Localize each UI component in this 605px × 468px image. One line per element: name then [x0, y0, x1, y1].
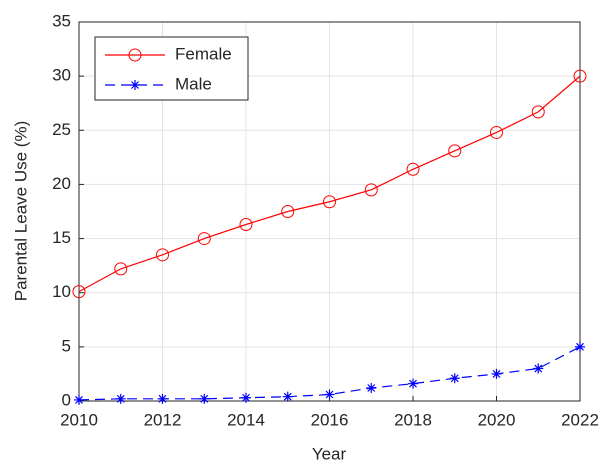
marker	[199, 393, 210, 404]
marker	[115, 393, 126, 404]
marker	[531, 105, 545, 119]
x-tick-label: 2010	[60, 410, 98, 429]
marker	[533, 363, 544, 374]
legend-label: Female	[175, 44, 232, 63]
x-tick-label: 2012	[144, 410, 182, 429]
y-axis-label: Parental Leave Use (%)	[11, 121, 30, 301]
x-axis-label: Year	[312, 444, 347, 463]
marker	[241, 392, 251, 403]
marker	[364, 183, 378, 197]
legend-marker	[130, 80, 140, 90]
y-tick-label: 10	[52, 282, 71, 301]
marker	[324, 389, 335, 400]
marker	[156, 248, 169, 262]
marker	[408, 378, 418, 389]
marker	[239, 217, 253, 231]
legend-marker	[128, 48, 142, 62]
legend-label: Male	[175, 74, 212, 93]
y-tick-label: 30	[52, 66, 71, 85]
marker	[72, 285, 86, 299]
marker	[157, 393, 168, 404]
legend: Female Male	[94, 36, 249, 101]
y-tick-label: 5	[62, 336, 71, 355]
y-tick-label: 0	[62, 390, 71, 409]
marker	[281, 205, 295, 218]
x-tick-label: 2014	[227, 410, 265, 429]
y-tick-label: 35	[52, 11, 71, 30]
marker	[490, 125, 503, 139]
marker	[449, 373, 460, 384]
axes-box	[78, 21, 581, 402]
y-tick-label: 15	[52, 228, 71, 247]
marker	[74, 394, 84, 405]
marker	[575, 341, 585, 352]
y-tick-label: 20	[52, 174, 71, 193]
series-line	[78, 75, 581, 293]
x-tick-label: 2022	[561, 410, 599, 429]
x-tick-label: 2018	[394, 410, 432, 429]
marker	[282, 391, 293, 402]
legend-box	[94, 36, 249, 101]
x-tick-label: 2020	[478, 410, 516, 429]
y-tick-label: 25	[52, 120, 71, 139]
marker	[406, 162, 420, 176]
marker	[491, 368, 502, 379]
marker	[573, 69, 587, 83]
marker	[448, 144, 462, 158]
marker	[366, 383, 377, 394]
marker	[197, 232, 211, 246]
marker	[114, 262, 128, 276]
x-tick-label: 2016	[311, 410, 349, 429]
marker	[323, 195, 336, 209]
